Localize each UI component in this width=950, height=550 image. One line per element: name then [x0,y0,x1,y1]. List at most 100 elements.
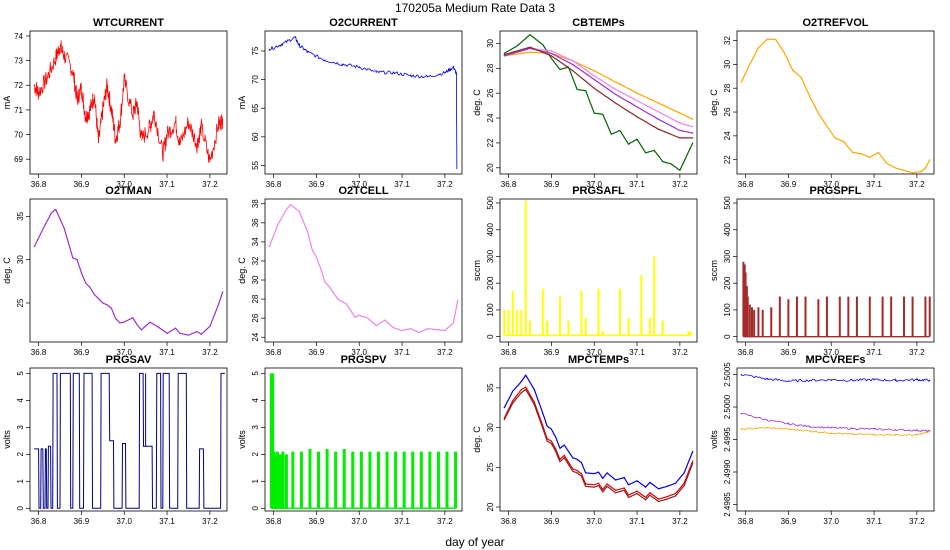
spike-bar [516,309,519,336]
spike-bar [359,451,363,509]
x-tick-label: 36.9 [781,180,797,189]
data-point [852,433,854,435]
plot-frame [29,198,228,343]
data-point [115,138,117,141]
spike-bar [511,291,514,336]
spike-bar [385,451,389,509]
data-point [354,316,356,318]
data-point [80,87,82,89]
data-point [427,76,429,78]
data-point [766,427,768,429]
data-point [115,318,117,320]
spike-bar [411,451,415,509]
data-point [670,163,672,165]
data-point [559,461,561,463]
data-point [63,55,65,57]
data-point [533,388,535,391]
data-point [162,153,164,155]
panel-wtcurrent: WTCURRENT 36.8 36.9 37.0 37.1 37.2 69 70 71 72 73 7… [2,17,228,189]
y-tick-label: 65 [251,103,260,112]
y-tick-label: 5 [251,371,260,376]
y-tick-label: 2.4985 [723,492,732,517]
y-axis-label: volts [237,430,247,449]
data-point [512,402,514,404]
y-tick-label: 25 [486,462,495,471]
data-point [645,486,647,488]
data-point [692,132,694,134]
data-point [627,496,630,499]
data-point [50,212,53,214]
y-tick-label: 2.4995 [723,427,732,452]
plot-frame [264,30,463,175]
data-point [830,432,832,434]
spike-bar [928,296,931,337]
spike-bar [847,296,850,337]
x-tick-label: 37.1 [394,517,410,526]
y-tick-label: 2.4990 [723,459,732,484]
data-point [679,169,681,171]
data-point [401,329,403,332]
spike-bar [584,317,587,336]
y-axis-label: deg. C [237,257,247,284]
data-point [196,331,198,333]
spike-bar [567,320,570,336]
spike-bar [746,296,749,337]
data-point [520,388,523,391]
data-point [615,489,617,491]
x-tick-label: 37.0 [586,180,602,189]
data-point [580,475,582,477]
data-point [516,45,518,47]
data-point [196,143,198,146]
y-tick-label: 28 [251,294,260,303]
data-point [593,486,595,488]
data-point [636,138,638,140]
spike-bar [284,454,288,509]
spike-bar [618,288,621,336]
data-point [345,303,347,305]
data-point [175,121,177,123]
plot-frame [499,198,698,343]
data-point [886,162,888,164]
data-point [860,153,862,155]
data-point [674,495,677,497]
y-axis-label: deg. C [709,89,719,116]
data-point [597,471,600,473]
data-point [602,477,604,480]
x-tick-label: 37.2 [672,517,688,526]
data-point [636,100,638,102]
data-point [911,172,914,174]
spike-bar [868,296,871,337]
data-point [315,256,317,258]
y-axis-label: mA [237,96,247,110]
x-tick-label: 36.9 [74,517,90,526]
data-point [166,133,168,136]
x-tick-label: 36.9 [74,348,90,357]
data-point [550,52,552,54]
x-tick-label: 37.0 [823,348,839,357]
data-point [666,496,668,498]
y-tick-label: 1 [16,479,25,484]
y-axis-label: sccm [472,260,482,281]
y-axis-label: deg. C [2,257,12,284]
data-point [179,143,181,146]
x-tick-label: 36.8 [738,180,754,189]
spike-bar [507,309,510,336]
x-tick-label: 37.2 [202,180,218,189]
y-tick-label: 32 [251,256,260,265]
y-tick-label: 300 [486,249,495,263]
series-o2tman-line [33,208,224,336]
data-point [157,326,160,328]
y-tick-label: 5 [16,371,25,376]
spike-bar [528,320,531,336]
data-point [627,494,630,496]
spike-bar [640,275,643,336]
data-point [645,152,647,154]
data-area [503,374,694,503]
spike-bar [351,451,355,509]
data-point [427,328,429,330]
data-point [757,47,760,49]
data-point [106,84,108,86]
data-point [268,48,270,50]
panel-title: O2TREFVOL [802,17,868,29]
data-point [679,122,681,124]
